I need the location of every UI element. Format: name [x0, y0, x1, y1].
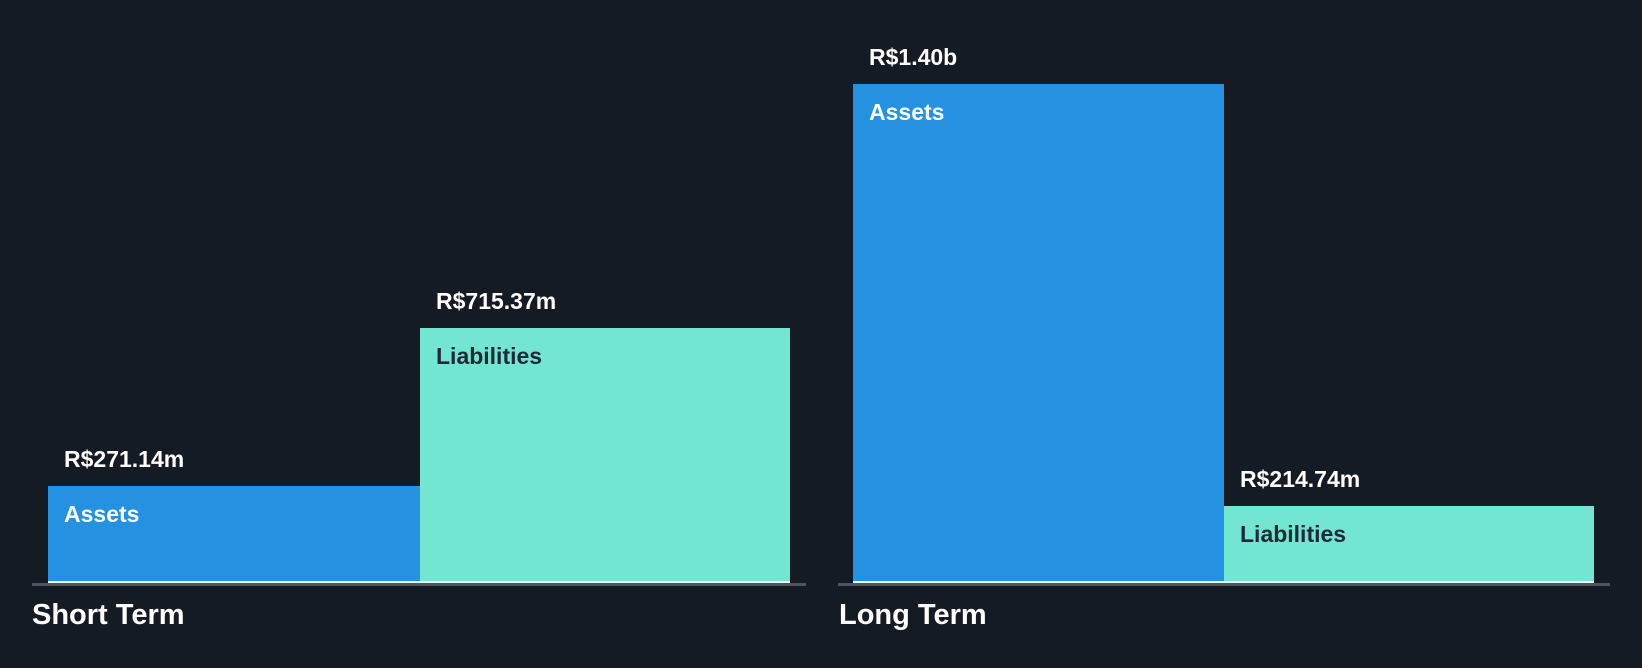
bar-long-term-assets[interactable]: Assets: [853, 84, 1224, 583]
bar-short-term-liabilities[interactable]: Liabilities: [420, 328, 790, 583]
value-label-short-term-assets: R$271.14m: [64, 446, 185, 472]
group-title-short-term: Short Term: [32, 599, 185, 631]
value-label-short-term-liabilities: R$715.37m: [436, 288, 557, 314]
value-label-long-term-liabilities: R$214.74m: [1240, 466, 1361, 492]
bar-label-liabilities: Liabilities: [1240, 521, 1347, 547]
bar-label-assets: Assets: [869, 99, 945, 125]
bar-short-term-assets[interactable]: Assets: [48, 486, 420, 583]
x-axis-line-long-term: [838, 583, 1610, 586]
bar-long-term-liabilities[interactable]: Liabilities: [1224, 506, 1594, 583]
x-axis-line-short-term: [32, 583, 806, 586]
value-label-long-term-assets: R$1.40b: [869, 44, 958, 70]
group-title-long-term: Long Term: [839, 599, 987, 631]
bar-label-liabilities: Liabilities: [436, 343, 543, 369]
bar-label-assets: Assets: [64, 501, 140, 527]
